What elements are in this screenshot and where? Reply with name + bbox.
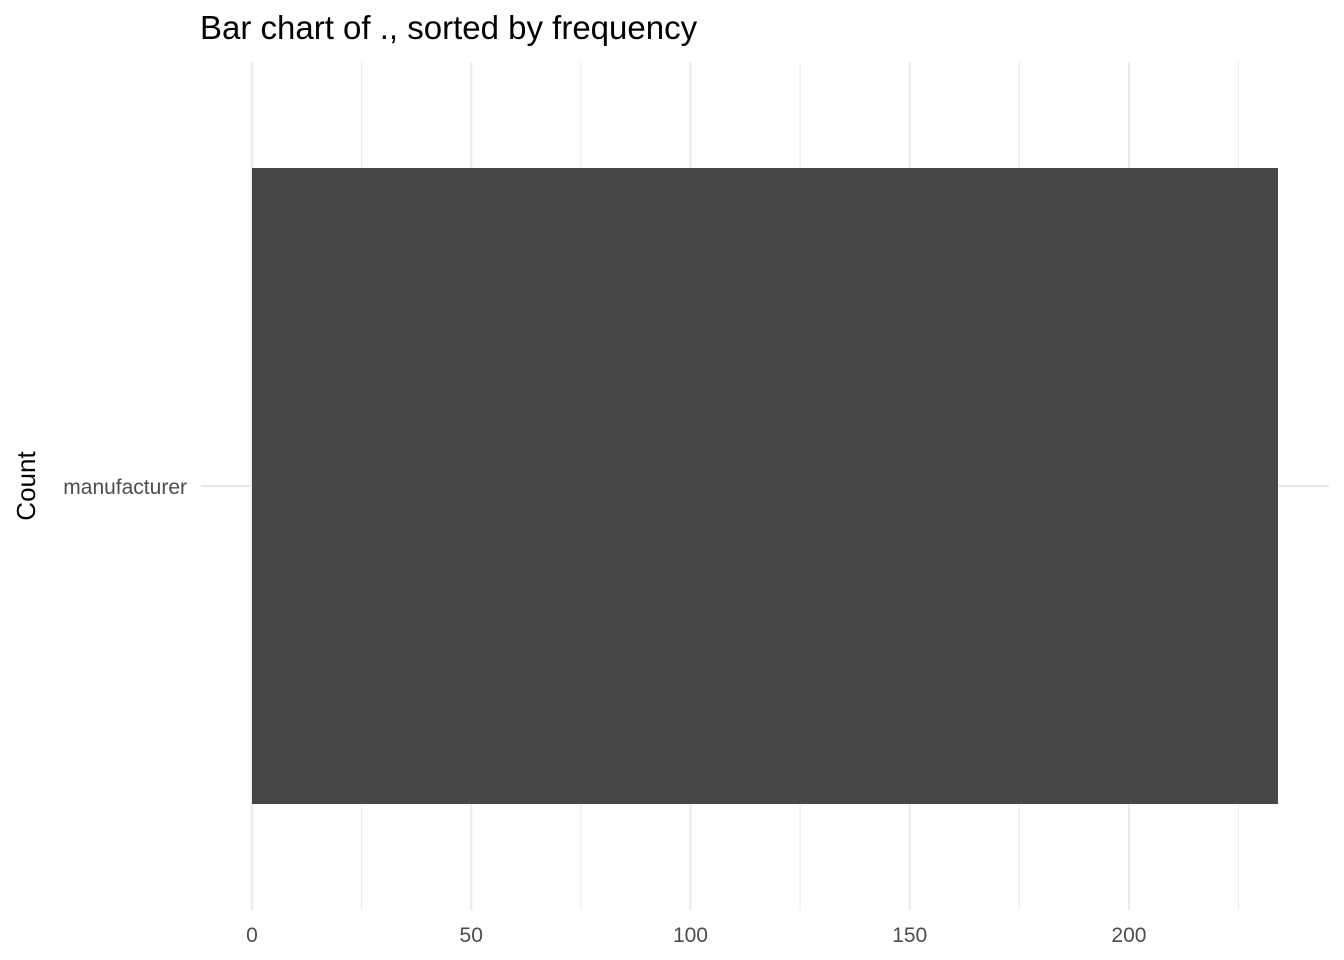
y-tick-label-manufacturer: manufacturer: [63, 476, 187, 499]
x-tick-label-50: 50: [460, 924, 483, 947]
x-tick-label-150: 150: [892, 924, 927, 947]
x-tick-label-200: 200: [1111, 924, 1146, 947]
x-tick-label-100: 100: [673, 924, 708, 947]
bars: [252, 168, 1278, 804]
y-tick-labels: manufacturer: [63, 476, 187, 499]
x-tick-labels: 0 50 100 150 200: [246, 924, 1146, 947]
chart-title: Bar chart of ., sorted by frequency: [200, 9, 698, 46]
y-axis-label: Count: [11, 451, 41, 521]
x-tick-label-0: 0: [246, 924, 258, 947]
bar-manufacturer: [252, 168, 1278, 804]
